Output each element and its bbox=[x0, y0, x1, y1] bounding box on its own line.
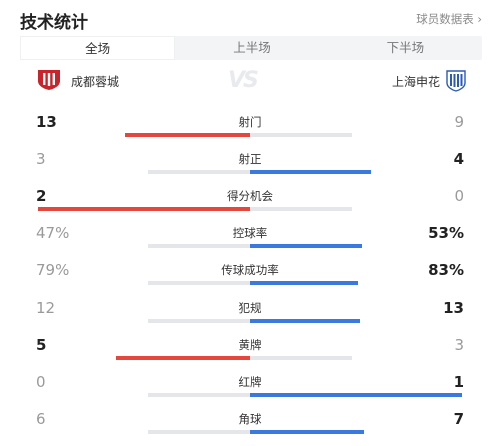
home-value: 79% bbox=[36, 261, 70, 280]
home-value: 2 bbox=[36, 187, 47, 206]
away-value: 0 bbox=[454, 187, 464, 206]
stat-label: 得分机会 bbox=[227, 189, 273, 204]
period-tabs: 全场 上半场 下半场 bbox=[20, 36, 482, 60]
player-stats-link[interactable]: 球员数据表 › bbox=[416, 12, 482, 26]
home-bar bbox=[38, 207, 250, 212]
stat-label: 红牌 bbox=[238, 374, 262, 389]
stat-row: 13 射门 9 bbox=[0, 113, 500, 149]
stats-header: 技术统计 球员数据表 › bbox=[0, 0, 500, 36]
tab-full-match[interactable]: 全场 bbox=[20, 36, 176, 60]
away-team-name: 上海申花 bbox=[391, 75, 440, 89]
stat-label: 角球 bbox=[238, 411, 262, 426]
away-bar bbox=[250, 429, 364, 434]
stat-label: 犯规 bbox=[238, 300, 262, 315]
away-value: 1 bbox=[453, 372, 464, 391]
stat-track bbox=[148, 207, 352, 212]
stat-row: 5 黄牌 3 bbox=[0, 336, 500, 372]
stat-label: 射正 bbox=[238, 152, 262, 167]
vs-watermark: VS bbox=[228, 68, 259, 93]
tab-second-half[interactable]: 下半场 bbox=[386, 40, 425, 55]
chengdu-rongcheng-logo bbox=[38, 70, 60, 90]
stat-row: 12 犯规 13 bbox=[0, 299, 500, 335]
stat-row: 3 射正 4 bbox=[0, 150, 500, 186]
away-bar bbox=[250, 392, 462, 397]
home-team-name: 成都蓉城 bbox=[71, 75, 120, 89]
home-value: 3 bbox=[36, 150, 46, 169]
stat-label: 黄牌 bbox=[238, 337, 262, 352]
stat-label: 射门 bbox=[238, 115, 262, 129]
away-bar bbox=[250, 170, 371, 175]
away-value: 4 bbox=[453, 150, 464, 169]
home-value: 12 bbox=[36, 298, 56, 317]
page-title: 技术统计 bbox=[20, 13, 88, 33]
teams-bar: 成都蓉城 VS 上海申花 bbox=[0, 60, 500, 98]
stat-track bbox=[148, 133, 352, 137]
stat-row: 2 得分机会 0 bbox=[0, 187, 500, 223]
home-bar bbox=[116, 355, 250, 360]
stat-track bbox=[148, 355, 352, 360]
away-bar bbox=[250, 318, 360, 323]
stat-row: 0 红牌 1 bbox=[0, 373, 500, 409]
home-value: 5 bbox=[36, 335, 47, 354]
away-value: 7 bbox=[453, 409, 464, 428]
away-value: 13 bbox=[443, 298, 464, 317]
away-value: 9 bbox=[454, 113, 464, 131]
stat-label: 传球成功率 bbox=[221, 263, 279, 278]
away-value: 3 bbox=[454, 335, 464, 354]
stat-row: 79% 传球成功率 83% bbox=[0, 261, 500, 297]
shanghai-shenhua-logo bbox=[446, 70, 466, 92]
stat-label: 控球率 bbox=[232, 226, 268, 241]
home-value: 0 bbox=[36, 372, 46, 391]
away-value: 83% bbox=[428, 261, 464, 280]
tab-first-half[interactable]: 上半场 bbox=[233, 40, 271, 55]
stat-row: 6 角球 7 bbox=[0, 410, 500, 446]
home-value: 6 bbox=[36, 409, 46, 428]
stat-row: 47% 控球率 53% bbox=[0, 224, 500, 260]
home-value: 13 bbox=[36, 113, 57, 131]
away-bar bbox=[250, 244, 362, 249]
away-value: 53% bbox=[428, 224, 464, 243]
home-bar bbox=[125, 133, 250, 137]
home-value: 47% bbox=[36, 224, 70, 243]
away-bar bbox=[250, 281, 358, 286]
